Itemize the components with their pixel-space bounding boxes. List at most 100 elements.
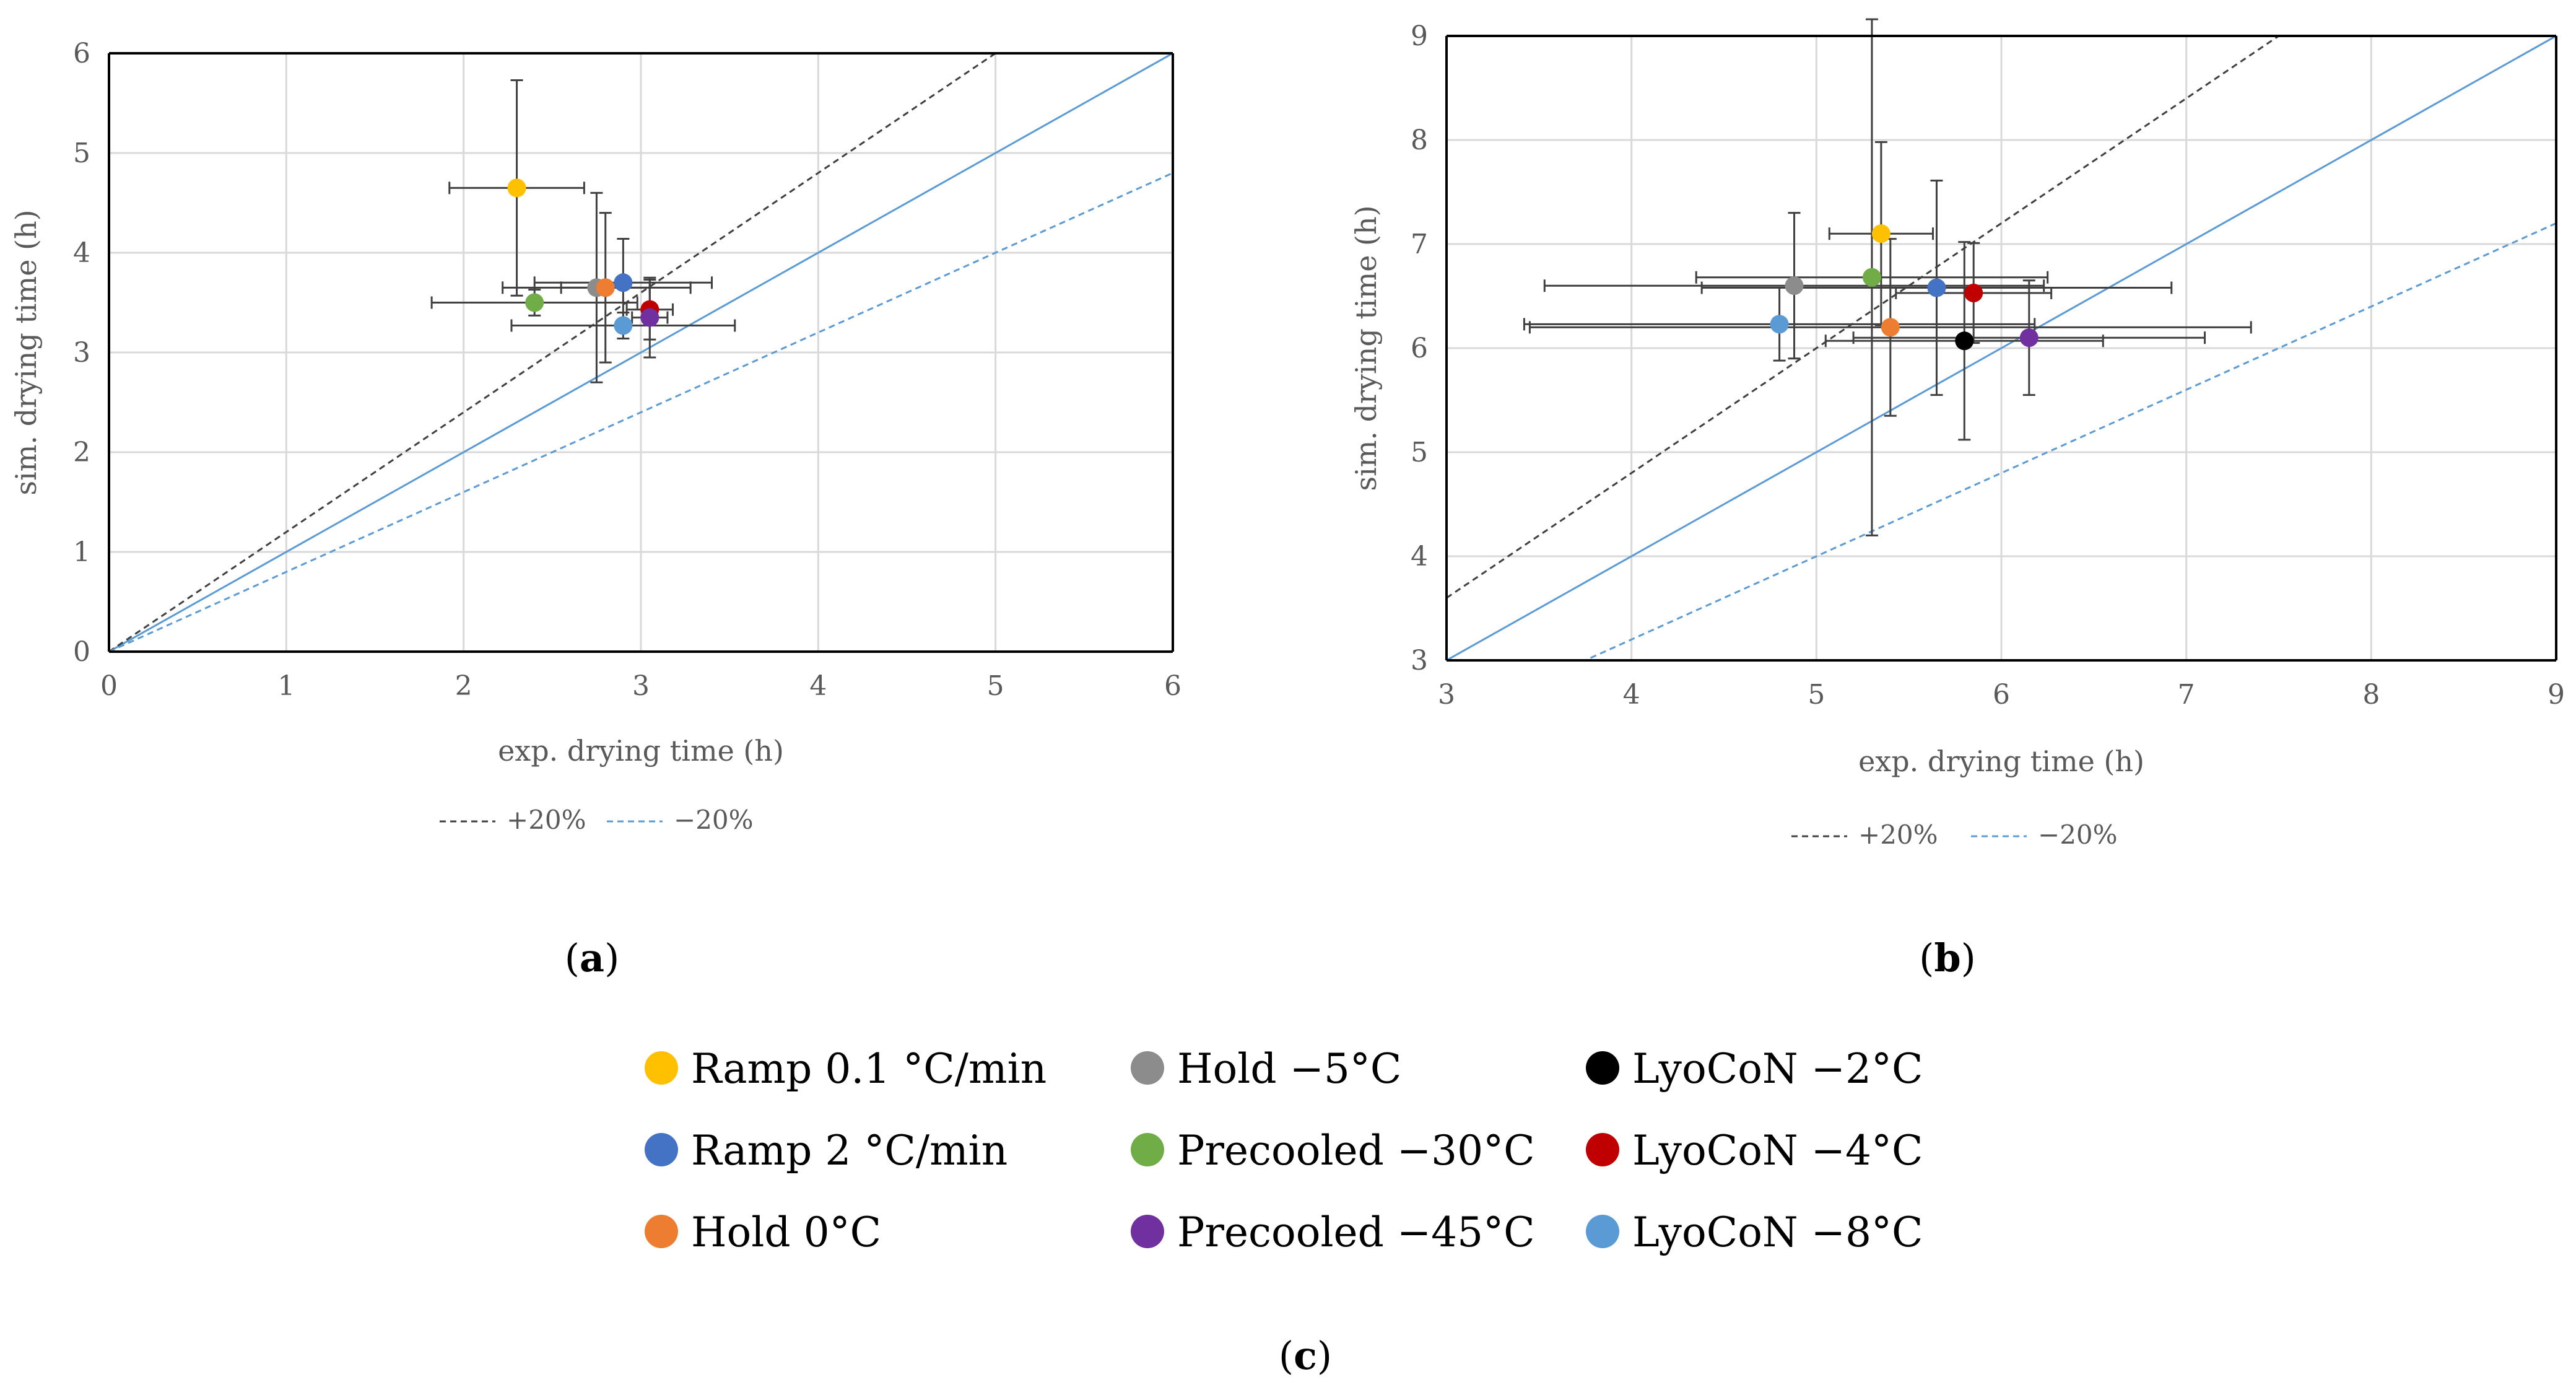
axes	[1445, 35, 2557, 662]
reference-line-plus-20	[109, 53, 998, 652]
point-ramp-0-1-c-min	[1871, 224, 1891, 243]
x-tick-label: 1	[277, 670, 295, 702]
legend-label: −20%	[674, 805, 754, 835]
reference-line-minus-20	[1583, 222, 2556, 660]
data-points	[1770, 224, 2039, 351]
y-tick-label: 5	[1411, 437, 1428, 468]
y-tick-label: 2	[73, 437, 90, 468]
y-tick-label: 5	[73, 138, 90, 169]
legend-marker	[1131, 1051, 1164, 1085]
y-tick-label: 4	[1411, 541, 1428, 572]
legend-marker	[645, 1051, 678, 1085]
legend-marker	[1586, 1051, 1619, 1085]
point-precooled-45-c	[640, 308, 659, 327]
legend-marker	[1586, 1215, 1619, 1248]
svg-text:(b): (b)	[1919, 935, 1976, 981]
legend-item-hold-5-c: Hold −5°C	[1131, 1045, 1401, 1093]
svg-text:(a): (a)	[565, 935, 620, 981]
legend-c: Ramp 0.1 °C/min Ramp 2 °C/min Hold 0°C Hold…	[645, 1045, 1923, 1256]
line-legend: +20% −20%	[1791, 820, 2118, 850]
error-bars	[430, 79, 736, 383]
point-ramp-2-c-min	[614, 273, 633, 292]
legend-label: +20%	[1858, 820, 1938, 850]
y-axis-label: sim. drying time (h)	[1349, 205, 1383, 491]
x-tick-label: 3	[1438, 679, 1455, 711]
reference-line-identity	[1447, 36, 2556, 660]
point-lyocon-8-c	[614, 316, 633, 335]
point-hold-0-c	[596, 278, 615, 297]
panel-label-c: (c)	[1279, 1333, 1332, 1378]
legend-item-minus-20: −20%	[1971, 820, 2118, 850]
svg-text:(c): (c)	[1279, 1333, 1332, 1378]
legend-label: Ramp 0.1 °C/min	[691, 1045, 1046, 1093]
legend-label: LyoCoN −4°C	[1632, 1127, 1923, 1174]
y-tick-label: 0	[73, 636, 90, 668]
panel-label-a: (a)	[565, 935, 620, 981]
chart-a: 0 1 2 3 4 5 6 0 1 2 3 4 5 6 exp. drying time (h) sim. d…	[9, 38, 1181, 835]
legend-item-ramp-2-c-min: Ramp 2 °C/min	[645, 1127, 1007, 1174]
legend-item-plus-20: +20%	[440, 805, 586, 835]
x-tick-label: 3	[632, 670, 650, 702]
reference-line-identity	[109, 53, 1173, 652]
point-precooled-30-c	[525, 293, 544, 312]
reference-lines	[1447, 36, 2556, 660]
legend-item-hold-0-c: Hold 0°C	[645, 1209, 881, 1256]
tick-labels: 0 1 2 3 4 5 6 0 1 2 3 4 5 6	[73, 38, 1181, 702]
chart-b: 3 4 5 6 7 8 9 3 4 5 6 7 8 9 exp. drying time (h) sim. d…	[1349, 18, 2565, 850]
x-tick-label: 9	[2548, 679, 2565, 711]
axes	[108, 52, 1174, 653]
legend-item-lyocon-2-c: LyoCoN −2°C	[1586, 1045, 1923, 1093]
x-tick-label: 8	[2362, 679, 2380, 711]
legend-label: LyoCoN −2°C	[1632, 1045, 1923, 1093]
x-tick-label: 2	[455, 670, 472, 702]
y-tick-label: 8	[1411, 125, 1428, 156]
error-bars	[1523, 18, 2252, 536]
y-tick-label: 4	[73, 237, 90, 269]
legend-marker	[1131, 1215, 1164, 1248]
legend-item-precooled-45-c: Precooled −45°C	[1131, 1209, 1535, 1256]
y-tick-label: 6	[1411, 333, 1428, 364]
x-tick-label: 7	[2178, 679, 2195, 711]
x-tick-label: 0	[100, 670, 118, 702]
point-hold-0-c	[1881, 318, 1900, 337]
legend-marker	[1586, 1133, 1619, 1166]
line-legend: +20% −20%	[440, 805, 754, 835]
tick-labels: 3 4 5 6 7 8 9 3 4 5 6 7 8 9	[1411, 20, 2565, 711]
legend-item-ramp-0-1-c-min: Ramp 0.1 °C/min	[645, 1045, 1046, 1093]
legend-label: +20%	[507, 805, 586, 835]
point-lyocon-2-c	[1955, 331, 1974, 351]
x-tick-label: 6	[1164, 670, 1181, 702]
legend-label: −20%	[2038, 820, 2118, 850]
x-axis-label: exp. drying time (h)	[1858, 745, 2144, 778]
legend-marker	[1131, 1133, 1164, 1166]
point-lyocon-8-c	[1770, 315, 1789, 334]
legend-item-lyocon-8-c: LyoCoN −8°C	[1586, 1209, 1923, 1256]
legend-label: Hold −5°C	[1177, 1045, 1401, 1093]
point-ramp-2-c-min	[1927, 278, 1946, 297]
y-tick-label: 9	[1411, 20, 1428, 52]
reference-line-minus-20	[109, 172, 1173, 652]
legend-label: LyoCoN −8°C	[1632, 1209, 1923, 1256]
legend-label: Ramp 2 °C/min	[691, 1127, 1007, 1174]
legend-label: Precooled −30°C	[1177, 1127, 1535, 1174]
legend-label: Hold 0°C	[691, 1209, 881, 1256]
x-tick-label: 4	[809, 670, 827, 702]
legend-item-precooled-30-c: Precooled −30°C	[1131, 1127, 1535, 1174]
y-tick-label: 6	[73, 38, 90, 69]
x-tick-label: 6	[1993, 679, 2010, 711]
legend-item-plus-20: +20%	[1791, 820, 1938, 850]
y-axis-label: sim. drying time (h)	[9, 209, 43, 495]
panel-label-b: (b)	[1919, 935, 1976, 981]
reference-line-plus-20	[1447, 36, 2281, 599]
y-tick-label: 7	[1411, 229, 1428, 260]
x-tick-label: 4	[1623, 679, 1640, 711]
y-tick-label: 1	[73, 536, 90, 568]
x-axis-label: exp. drying time (h)	[498, 734, 784, 767]
legend-label: Precooled −45°C	[1177, 1209, 1535, 1256]
x-tick-label: 5	[1808, 679, 1825, 711]
point-ramp-0-1-c-min	[507, 178, 526, 198]
y-tick-label: 3	[73, 337, 90, 369]
point-precooled-30-c	[1862, 268, 1881, 287]
y-tick-label: 3	[1411, 645, 1428, 676]
